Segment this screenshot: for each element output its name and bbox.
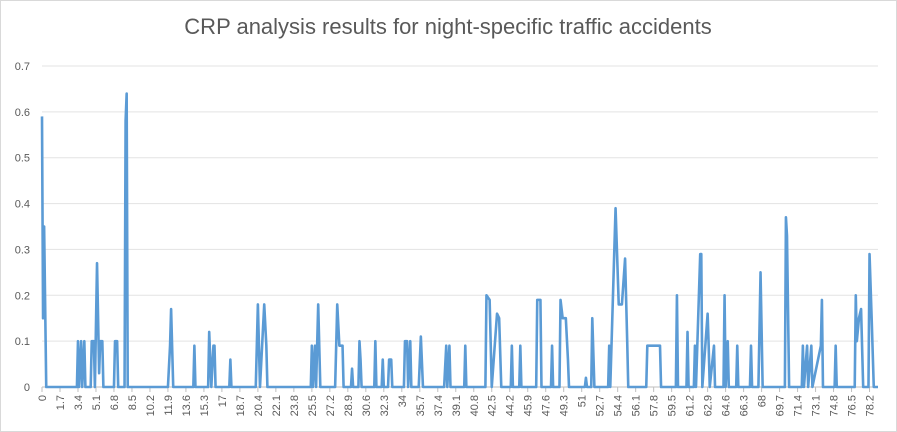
x-tick-label: 71.4 [793,395,805,416]
x-tick-label: 6.8 [109,395,121,410]
x-tick-label: 52.7 [595,395,607,416]
x-tick-label: 32.3 [379,395,391,416]
x-tick-label: 42.5 [487,395,499,416]
x-tick-label: 78.2 [865,395,877,416]
y-tick-label: 0.2 [15,290,30,302]
x-tick-label: 13.6 [181,395,193,416]
y-tick-label: 0.3 [15,244,30,256]
x-tick-label: 17 [217,395,229,407]
x-tick-label: 76.5 [847,395,859,416]
x-tick-label: 3.4 [73,395,85,410]
y-tick-label: 0.1 [15,336,30,348]
x-tick-label: 45.9 [523,395,535,416]
x-tick-label: 64.6 [721,395,733,416]
x-tick-label: 23.8 [289,395,301,416]
data-line [40,92,878,389]
y-tick-label: 0.6 [15,107,30,119]
x-tick-label: 37.4 [433,395,445,416]
y-tick-label: 0.5 [15,153,30,165]
x-tick-label: 11.9 [163,395,175,416]
x-tick-label: 34 [397,395,409,407]
x-tick-label: 57.8 [649,395,661,416]
x-tick-label: 39.1 [451,395,463,416]
x-tick-label: 5.1 [91,395,103,410]
x-tick-label: 25.5 [307,395,319,416]
y-tick-label: 0.7 [15,61,30,73]
x-tick-label: 61.2 [685,395,697,416]
x-tick-label: 27.2 [325,395,337,416]
x-tick-label: 10.2 [145,395,157,416]
x-tick-label: 0 [37,395,49,401]
x-tick-label: 54.4 [613,395,625,416]
x-tick-label: 30.6 [361,395,373,416]
x-tick-label: 66.3 [739,395,751,416]
x-tick-label: 15.3 [199,395,211,416]
x-tick-label: 62.9 [703,395,715,416]
x-tick-label: 49.3 [559,395,571,416]
chart-title: CRP analysis results for night-specific … [184,14,711,39]
x-tick-label: 20.4 [253,395,265,416]
x-tick-label: 22.1 [271,395,283,416]
x-tick-label: 8.5 [127,395,139,410]
x-tick-label: 59.5 [667,395,679,416]
x-tick-label: 74.8 [829,395,841,416]
x-tick-label: 56.1 [631,395,643,416]
x-tick-label: 51 [577,395,589,407]
x-tick-label: 69.7 [775,395,787,416]
x-tick-label: 1.7 [55,395,67,410]
x-tick-label: 68 [757,395,769,407]
y-tick-label: 0 [24,382,30,394]
x-tick-label: 28.9 [343,395,355,416]
x-tick-label: 35.7 [415,395,427,416]
x-tick-label: 40.8 [469,395,481,416]
y-tick-label: 0.4 [15,199,30,211]
x-tick-label: 18.7 [235,395,247,416]
x-tick-label: 44.2 [505,395,517,416]
x-tick-label: 47.6 [541,395,553,416]
x-tick-label: 73.1 [811,395,823,416]
